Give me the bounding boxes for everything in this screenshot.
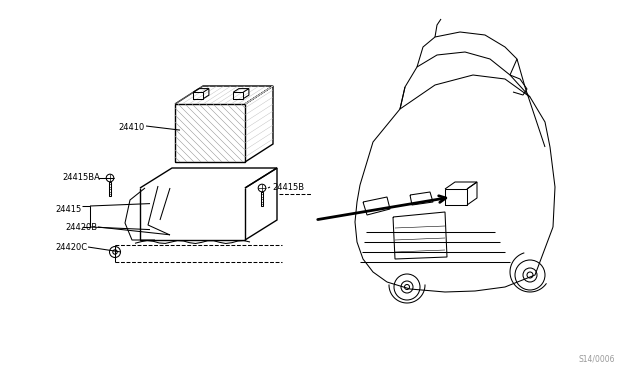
Text: 24410: 24410 (118, 123, 144, 132)
Text: 24420C: 24420C (55, 243, 87, 252)
Text: S14/0006: S14/0006 (579, 355, 615, 364)
Text: 24420B: 24420B (65, 223, 97, 232)
Text: 24415B: 24415B (272, 183, 304, 192)
Text: 24415BA: 24415BA (62, 173, 100, 182)
Text: 24415: 24415 (55, 205, 81, 214)
